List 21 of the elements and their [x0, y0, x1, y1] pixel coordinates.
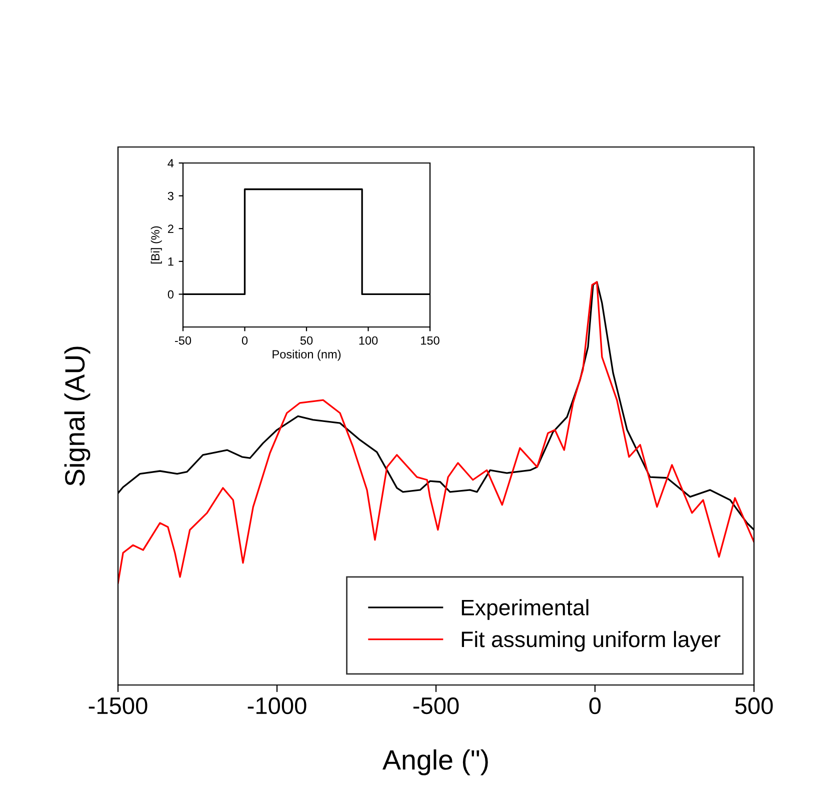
x-tick-label: 500	[735, 697, 773, 714]
y-tick-label: 1	[168, 258, 174, 266]
legend-label: Experimental	[462, 599, 588, 620]
x-tick-label: 150	[421, 336, 440, 345]
x-tick-label: -500	[413, 697, 459, 714]
y-tick-label: 3	[168, 192, 174, 200]
y-axis-title: [Bi] (%)	[150, 226, 162, 264]
x-axis-title: Angle (")	[382, 749, 488, 776]
x-axis-title: Position (nm)	[272, 350, 341, 361]
y-tick-label: 4	[168, 159, 174, 168]
y-axis-title: Signal (AU)	[64, 346, 90, 486]
x-tick-label: 0	[589, 697, 601, 714]
x-tick-label: -1000	[248, 697, 306, 714]
x-tick-label: -50	[174, 336, 192, 345]
legend-label: Fit assuming uniform layer	[462, 630, 720, 652]
x-tick-label: 100	[359, 336, 378, 345]
y-tick-label: 0	[168, 290, 174, 299]
x-tick-label: -1500	[88, 697, 148, 714]
x-tick-label: 50	[300, 336, 313, 345]
y-tick-label: 2	[168, 224, 174, 233]
x-tick-label: 0	[242, 336, 248, 345]
